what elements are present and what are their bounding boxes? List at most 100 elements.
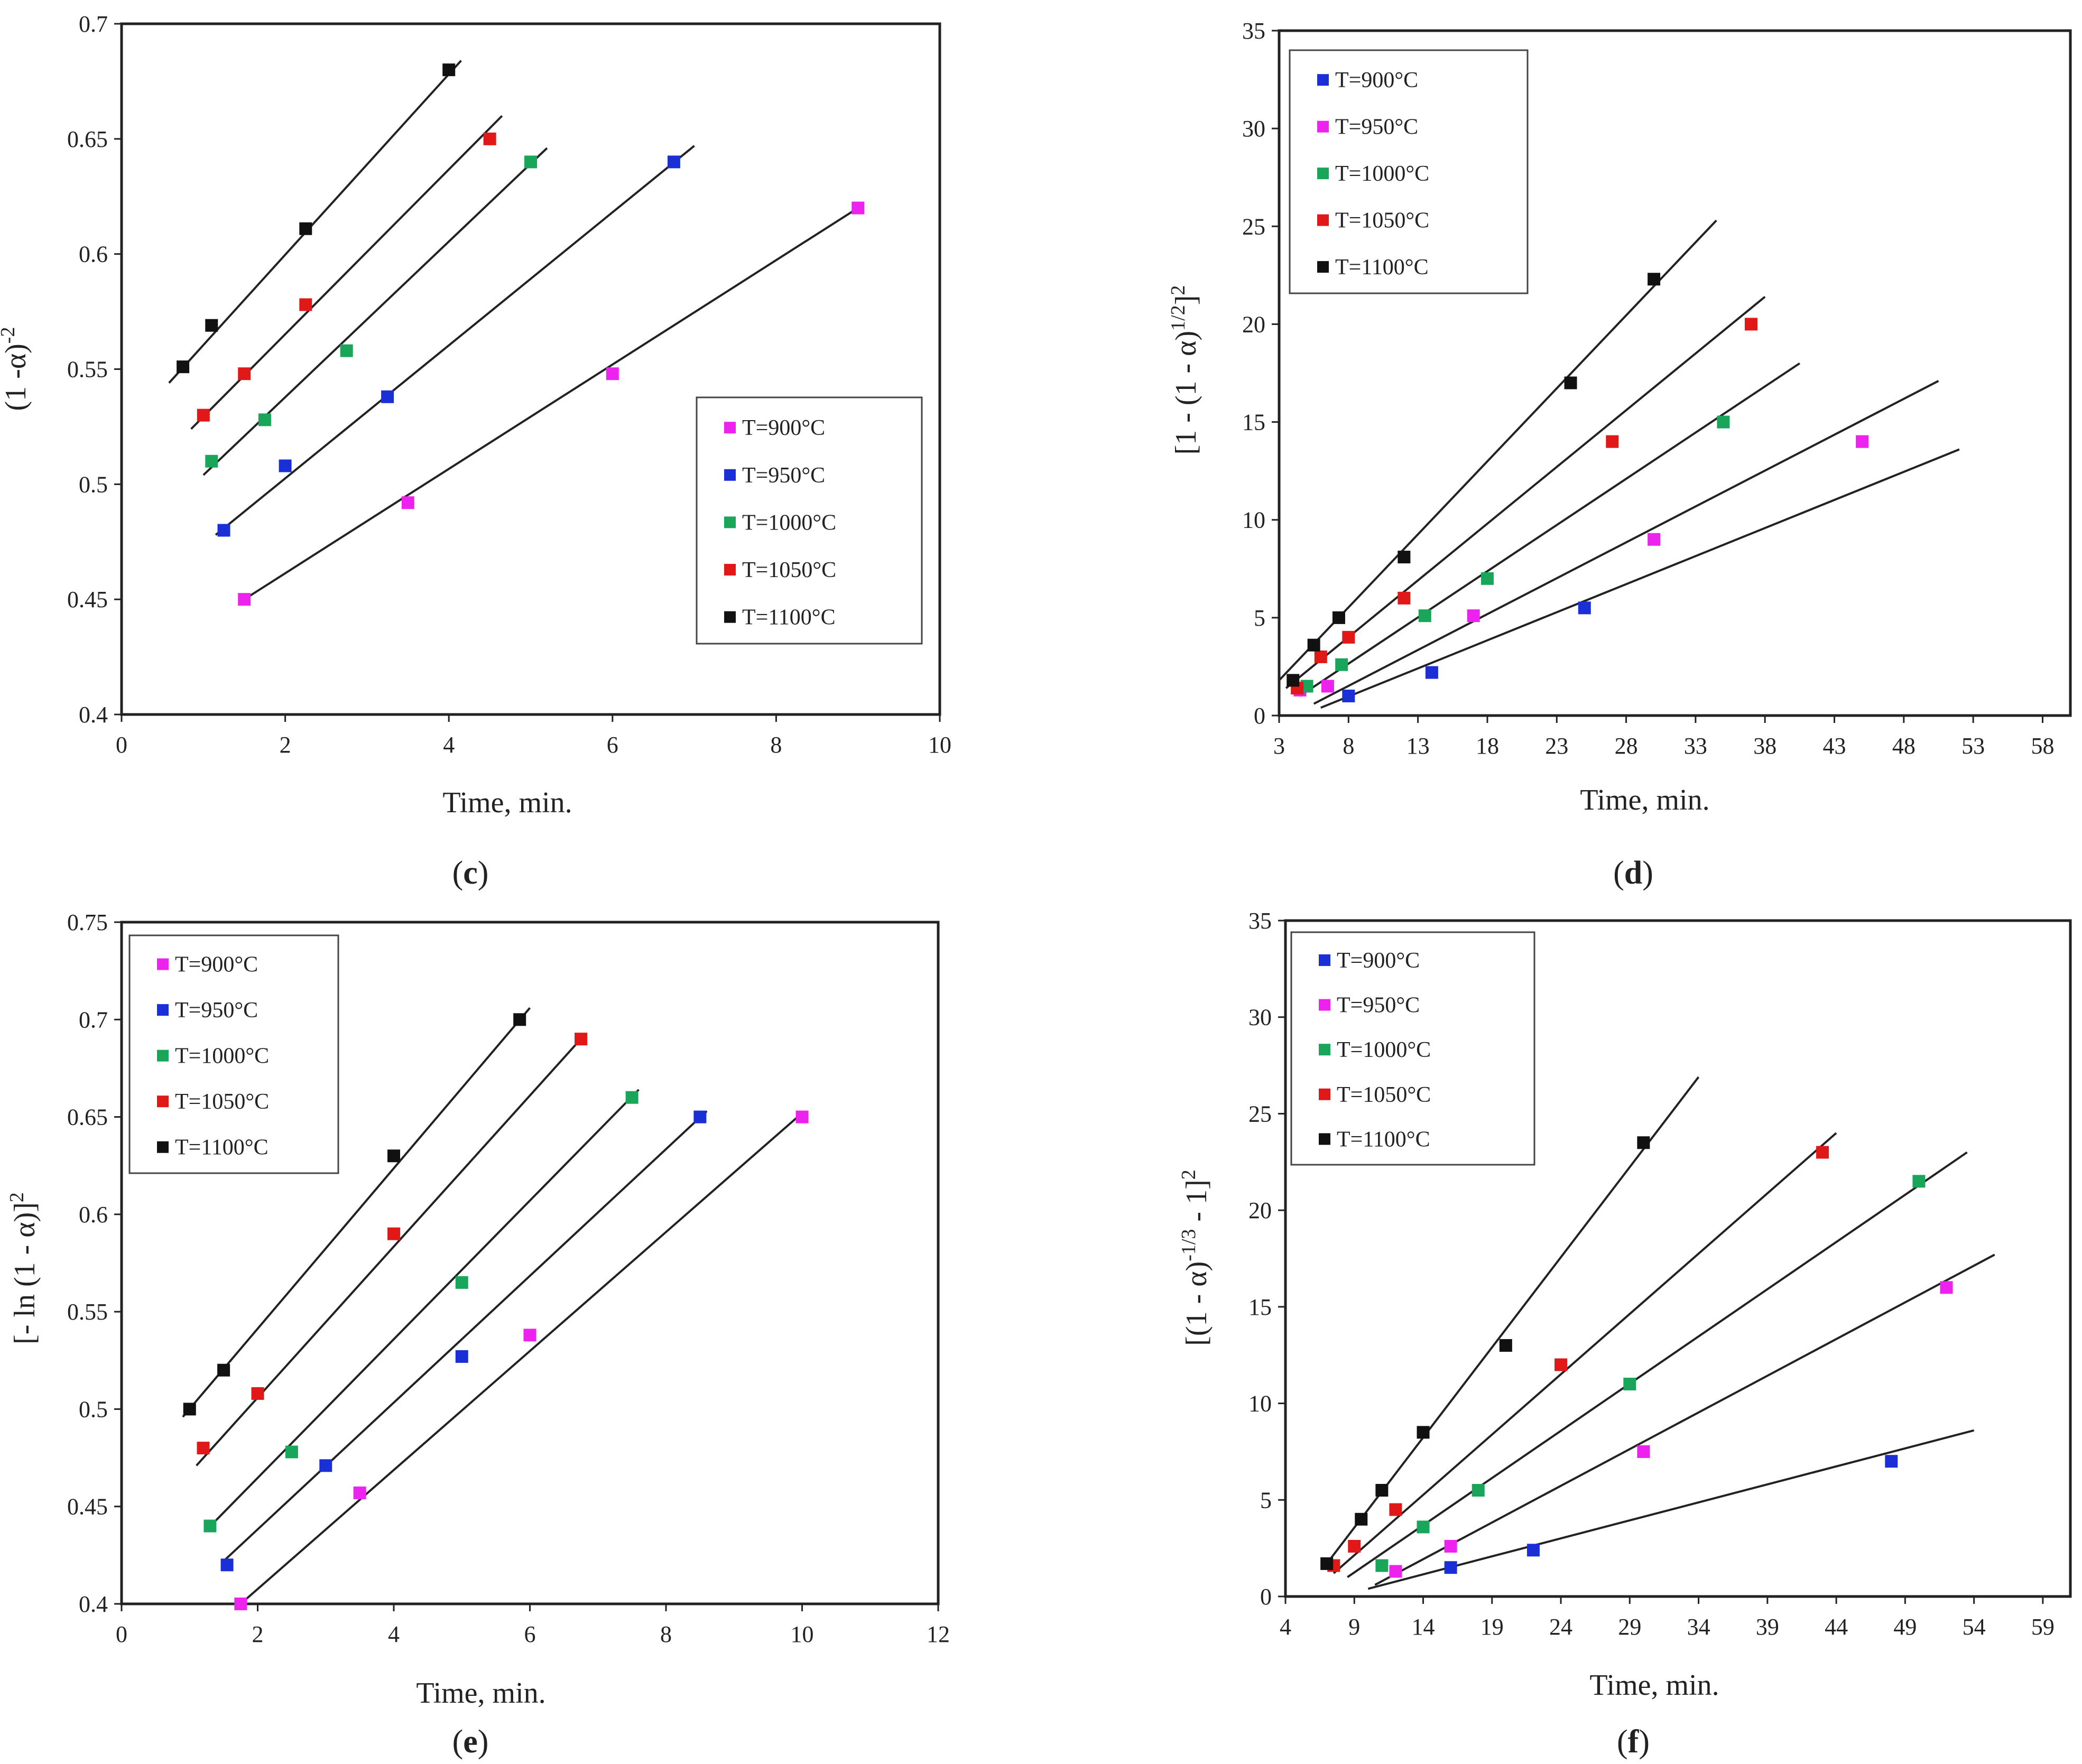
- data-point: [625, 1091, 639, 1104]
- y-tick-label: 25: [1248, 1101, 1272, 1127]
- data-point: [234, 1598, 247, 1610]
- data-point: [217, 524, 230, 537]
- x-tick-label: 29: [1618, 1614, 1641, 1640]
- y-tick-label: 0.6: [79, 1202, 108, 1228]
- y-axis-label-part: 2: [6, 1192, 28, 1202]
- data-point: [319, 1459, 332, 1472]
- legend-swatch: [157, 958, 169, 970]
- data-point: [251, 1387, 264, 1400]
- panel-label-part: (: [452, 855, 464, 891]
- x-tick-label: 19: [1480, 1614, 1504, 1640]
- fit-line-T=1000°C: [1299, 362, 1800, 697]
- data-point: [1444, 1561, 1457, 1574]
- data-point: [667, 155, 680, 169]
- x-tick-label: 10: [791, 1621, 814, 1647]
- data-point: [1417, 1426, 1430, 1439]
- x-tick-label: 13: [1406, 733, 1430, 759]
- y-axis-label: [(1 - α)-1/3 - 1]2: [1178, 1169, 1213, 1345]
- y-axis-label: [1 - (1 - α)1/2]2: [1167, 285, 1202, 455]
- x-tick-label: 3: [1273, 733, 1285, 759]
- legend-label: T=1000°C: [175, 1044, 269, 1069]
- data-point: [205, 319, 218, 332]
- data-point: [387, 1227, 400, 1240]
- data-point: [1637, 1136, 1650, 1149]
- panel-label-part: ): [478, 855, 489, 891]
- y-tick-label: 25: [1242, 213, 1265, 239]
- data-point: [1940, 1281, 1953, 1294]
- data-point: [279, 459, 292, 472]
- y-axis-label-part: [1 - (1 - α): [1170, 331, 1202, 455]
- data-point: [238, 593, 251, 606]
- panel-label-part: c: [463, 855, 478, 891]
- x-tick-label: 28: [1615, 733, 1638, 759]
- y-axis-label: [- ln (1 - α)]2: [6, 1192, 41, 1344]
- data-point: [1389, 1503, 1402, 1516]
- x-tick-label: 43: [1823, 733, 1846, 759]
- data-point: [387, 1149, 400, 1163]
- data-point: [1648, 273, 1661, 286]
- y-tick-label: 30: [1242, 116, 1265, 142]
- x-tick-label: 9: [1348, 1614, 1360, 1640]
- fit-line-T=900°C: [1320, 448, 1960, 709]
- x-tick-label: 8: [1343, 733, 1354, 759]
- data-point: [238, 367, 251, 380]
- y-axis-label-part: [- ln (1 - α)]: [8, 1202, 41, 1344]
- data-point: [197, 408, 210, 422]
- y-axis-label: (1 -α)-2: [0, 327, 32, 411]
- legend-label: T=1000°C: [742, 510, 836, 535]
- data-point: [1444, 1539, 1457, 1553]
- y-axis-label-part: [(1 - α): [1180, 1261, 1213, 1346]
- data-point: [299, 222, 312, 235]
- data-point: [1554, 1358, 1568, 1371]
- x-tick-label: 6: [524, 1621, 536, 1647]
- fit-line-T=950°C: [1313, 380, 1939, 705]
- legend-label: T=1050°C: [742, 558, 836, 582]
- data-point: [1480, 572, 1494, 585]
- x-tick-label: 8: [770, 732, 782, 758]
- legend-swatch: [724, 422, 736, 434]
- y-tick-label: 0.55: [67, 1299, 108, 1325]
- data-point: [1526, 1544, 1540, 1557]
- data-point: [852, 201, 865, 215]
- data-point: [1425, 666, 1438, 679]
- data-point: [1375, 1559, 1389, 1572]
- fit-line-T=900°C: [244, 207, 859, 600]
- data-point: [353, 1486, 366, 1499]
- x-axis-label: Time, min.: [1589, 1669, 1719, 1702]
- data-point: [1637, 1445, 1650, 1458]
- x-axis-label: Time, min.: [1580, 784, 1709, 816]
- panel-label-part: d: [1624, 855, 1642, 891]
- data-point: [1912, 1175, 1926, 1188]
- x-tick-label: 6: [607, 732, 618, 758]
- panel-label-part: ): [1639, 1724, 1650, 1760]
- data-point: [183, 1403, 196, 1416]
- panel-label-part: (: [1613, 855, 1624, 891]
- data-point: [1856, 435, 1869, 448]
- data-point: [197, 1442, 210, 1455]
- x-tick-label: 58: [2031, 733, 2054, 759]
- fit-line-T=950°C: [223, 1110, 708, 1562]
- legend-label: T=900°C: [742, 416, 825, 440]
- data-point: [1564, 376, 1577, 389]
- x-tick-label: 33: [1684, 733, 1707, 759]
- y-tick-label: 0.7: [79, 11, 108, 37]
- legend-swatch: [724, 611, 736, 623]
- x-tick-label: 12: [927, 1621, 950, 1647]
- data-point: [523, 1329, 536, 1342]
- y-tick-label: 20: [1242, 311, 1265, 337]
- legend-label: T=1100°C: [742, 606, 836, 630]
- x-tick-label: 34: [1687, 1614, 1710, 1640]
- y-axis-label-part: -2: [0, 327, 19, 344]
- data-point: [1320, 1557, 1334, 1570]
- x-tick-label: 18: [1476, 733, 1499, 759]
- y-tick-label: 0: [1254, 703, 1265, 729]
- y-tick-label: 0.55: [67, 357, 108, 383]
- legend-swatch: [1317, 120, 1329, 133]
- y-tick-label: 30: [1248, 1005, 1272, 1030]
- x-tick-label: 48: [1892, 733, 1916, 759]
- y-tick-label: 0.4: [79, 1591, 108, 1617]
- fit-line-T=1100°C: [1326, 1076, 1700, 1565]
- data-point: [220, 1558, 234, 1572]
- fit-line-T=1000°C: [1347, 1151, 1968, 1579]
- x-tick-label: 14: [1412, 1614, 1435, 1640]
